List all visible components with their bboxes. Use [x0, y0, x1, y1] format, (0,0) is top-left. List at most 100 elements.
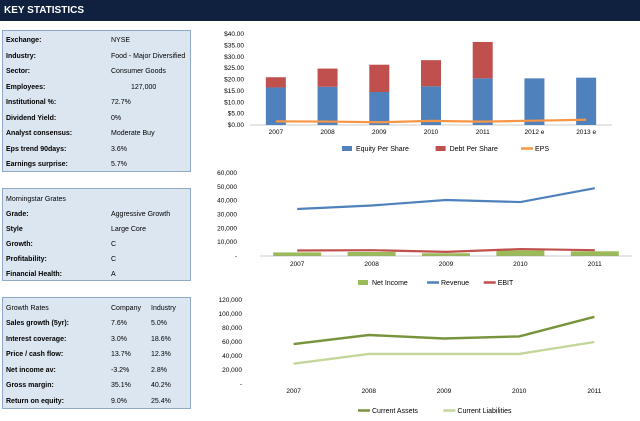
growth-company-value: 13.7% — [111, 351, 131, 358]
bar-net-income — [570, 251, 619, 256]
x-tick-label: 2011 — [588, 261, 602, 268]
y-tick-label: $10.00 — [224, 99, 244, 106]
growth-industry-value: 12.3% — [151, 351, 171, 358]
stat-label: Dividend Yield: — [6, 114, 57, 122]
income-revenue-chart: - 10,000 20,000 30,000 40,000 50,000 60,000 200… — [217, 170, 632, 287]
x-tick-label: 2008 — [320, 129, 335, 136]
morningstar-value: Large Core — [111, 226, 147, 233]
stat-label: Eps trend 90days: — [6, 145, 67, 153]
stat-row: Eps trend 90days: 3.6% — [3, 143, 190, 157]
y-tick-label: 80,000 — [222, 325, 242, 332]
morningstar-value: Aggressive Growth — [111, 211, 171, 218]
stat-label: Analyst consensus: — [6, 130, 73, 137]
legend-label: Current Liabilities — [457, 408, 512, 415]
legend-label: EPS — [535, 146, 549, 153]
legend-label: Net Income — [372, 280, 408, 287]
x-tick-label: 2007 — [286, 388, 301, 395]
morningstar-label: Growth: — [6, 241, 33, 248]
growth-row: Interest coverage: 3.0% 18.6% — [3, 333, 190, 347]
industry-column-header: Industry — [151, 305, 176, 312]
stat-label: Exchange: — [6, 37, 42, 44]
growth-label: Return on equity: — [6, 397, 64, 405]
growth-label: Sales growth (5yr): — [6, 320, 70, 327]
stat-row: Institutional %: 72.7% — [3, 96, 190, 110]
bar-debt-per-share — [265, 77, 286, 88]
x-tick-label: 2010 — [512, 388, 527, 395]
y-tick-label: 100,000 — [219, 311, 243, 318]
stat-row: Dividend Yield: 0% — [3, 112, 190, 126]
stat-value: Moderate Buy — [111, 130, 155, 137]
stat-value: Food - Major Diversified — [111, 52, 186, 60]
y-tick-label: - — [240, 381, 242, 388]
assets-liabilities-chart: - 20,000 40,000 60,000 80,000 100,000 120,000 2… — [219, 297, 602, 415]
y-tick-label: 20,000 — [217, 225, 237, 232]
y-tick-label: $15.00 — [224, 88, 244, 95]
morningstar-panel: Morningstar Grates Grade: Aggressive Grow… — [2, 188, 191, 281]
y-tick-label: 30,000 — [217, 212, 237, 219]
x-tick-label: 2007 — [290, 261, 305, 268]
y-tick-label: $30.00 — [224, 54, 244, 61]
morningstar-title: Morningstar Grates — [6, 196, 66, 203]
line-eps — [275, 118, 587, 124]
stat-row: Earnings surprise: 5.7% — [3, 158, 190, 172]
growth-rates-title: Growth Rates — [6, 305, 49, 312]
x-tick-label: 2013 e — [576, 129, 596, 136]
x-tick-label: 2009 — [372, 129, 387, 136]
stat-row: Industry: Food - Major Diversified — [3, 50, 190, 64]
growth-company-value: -3.2% — [111, 366, 130, 374]
line-current-assets — [293, 315, 595, 346]
growth-rates-panel: Growth Rates Company Industry Sales grow… — [2, 297, 191, 409]
stat-value: 0% — [111, 114, 122, 122]
stat-row: Exchange: NYSE — [3, 34, 190, 48]
growth-industry-value: 5.0% — [151, 320, 167, 327]
stat-value: 127,000 — [131, 83, 157, 91]
growth-industry-value: 25.4% — [151, 397, 171, 405]
stat-row: Analyst consensus: Moderate Buy — [3, 127, 190, 141]
x-tick-label: 2008 — [362, 388, 377, 395]
morningstar-row: Financial Health: A — [3, 268, 190, 282]
bar-net-income — [273, 252, 322, 256]
legend-label: EBIT — [498, 280, 514, 287]
bar-debt-per-share — [472, 41, 493, 79]
y-tick-label: $0.00 — [228, 122, 245, 129]
growth-industry-value: 18.6% — [151, 335, 171, 343]
morningstar-value: A — [111, 271, 116, 278]
bar-equity-per-share — [472, 78, 493, 125]
growth-label: Price / cash flow: — [6, 351, 64, 358]
morningstar-value: C — [111, 256, 117, 263]
stat-value: 72.7% — [111, 99, 131, 106]
y-tick-label: $35.00 — [224, 42, 244, 49]
bar-net-income — [422, 253, 470, 256]
growth-label: Gross margin: — [6, 382, 54, 389]
morningstar-value: C — [111, 241, 117, 248]
legend-swatch — [435, 146, 446, 151]
stat-label: Institutional %: — [6, 99, 57, 106]
bar-net-income — [496, 250, 545, 256]
bar-equity-per-share — [265, 87, 286, 125]
y-tick-label: 20,000 — [222, 367, 242, 374]
stat-value: Consumer Goods — [111, 68, 166, 75]
y-tick-label: - — [235, 253, 237, 260]
y-tick-label: $40.00 — [224, 31, 244, 38]
morningstar-row: Grade: Aggressive Growth — [3, 208, 190, 222]
bar-equity-per-share — [369, 92, 390, 125]
line-revenue — [297, 187, 596, 211]
x-tick-label: 2010 — [424, 129, 439, 136]
company-column-header: Company — [111, 305, 141, 312]
bar-equity-per-share — [421, 86, 441, 125]
legend-label: Current Assets — [372, 408, 418, 415]
x-tick-label: 2009 — [439, 261, 454, 268]
bar-equity-per-share — [524, 78, 545, 125]
bar-net-income — [347, 251, 396, 256]
morningstar-label: Profitability: — [6, 256, 47, 263]
y-tick-label: $5.00 — [228, 111, 245, 118]
y-tick-label: 40,000 — [217, 198, 237, 205]
growth-company-value: 9.0% — [111, 397, 127, 405]
line-ebit — [297, 247, 595, 253]
stat-value: 3.6% — [111, 145, 127, 153]
morningstar-row: Style Large Core — [3, 223, 190, 237]
stat-row: Employees: 127,000 — [3, 81, 190, 95]
growth-label: Interest coverage: — [6, 335, 67, 343]
morningstar-label: Financial Health: — [6, 271, 63, 278]
stat-label: Employees: — [6, 83, 46, 91]
